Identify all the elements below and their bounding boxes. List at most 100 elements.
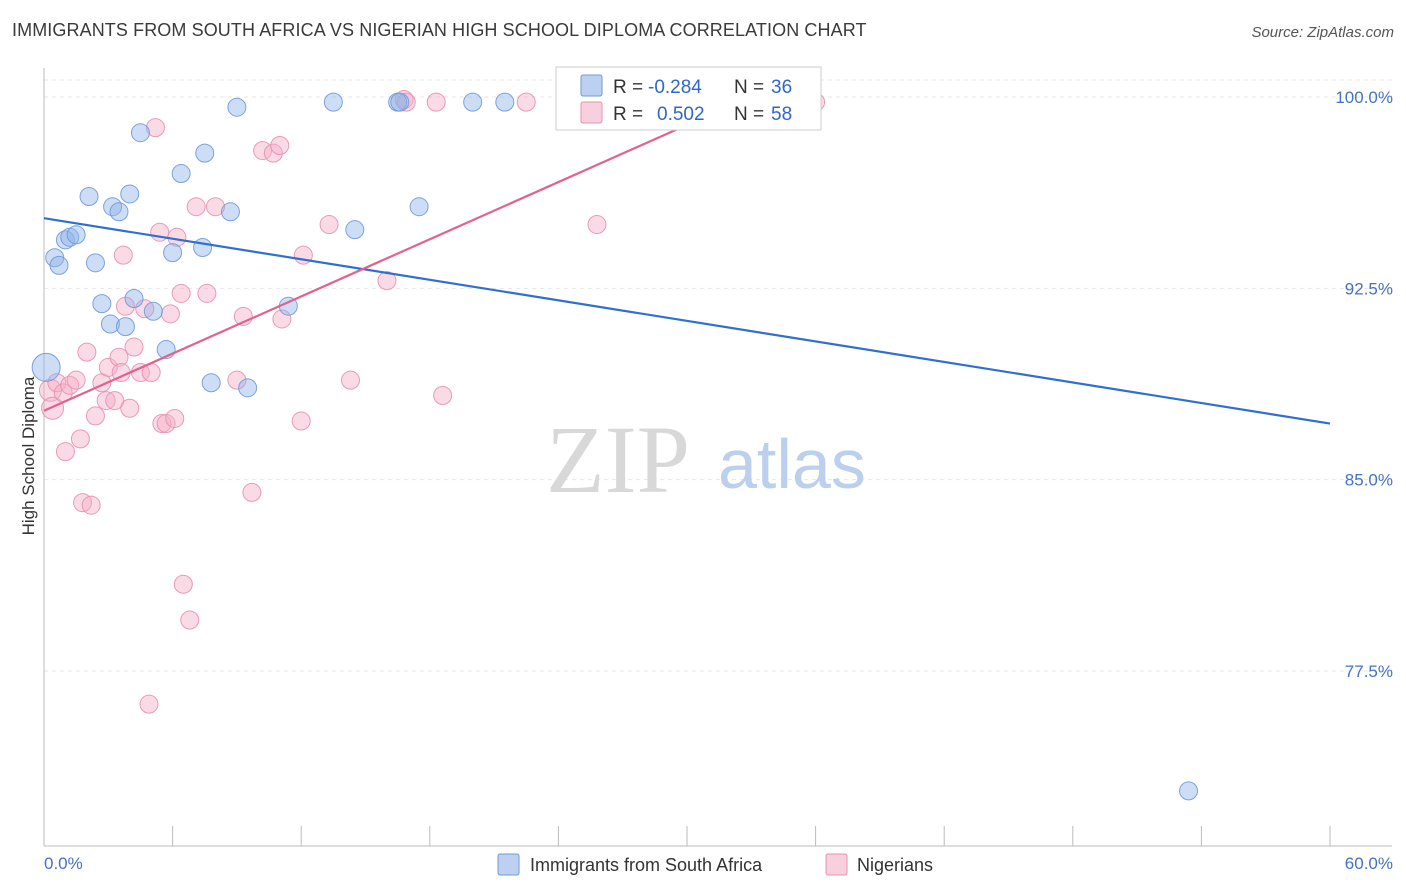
watermark-zip: ZIP — [546, 406, 690, 513]
gridlines — [44, 79, 1392, 672]
data-point — [70, 429, 90, 449]
data-point — [390, 92, 410, 112]
legend-swatch-nigerians — [825, 853, 848, 876]
data-point — [165, 408, 185, 428]
y-tick-label: 100.0% — [1335, 88, 1393, 107]
x-tick-label-max: 60.0% — [1345, 854, 1393, 873]
data-point — [195, 143, 215, 163]
stats-r-label-nigerians: R = — [613, 104, 643, 125]
series-legend: Immigrants from South Africa Nigerians — [497, 853, 933, 876]
data-point — [109, 347, 129, 367]
stats-n-value-south-africa: 36 — [771, 77, 792, 98]
data-point — [79, 186, 99, 206]
data-point — [66, 370, 86, 390]
stats-n-value-nigerians: 58 — [771, 104, 792, 125]
trend-line-south-africa — [43, 217, 1331, 425]
data-point — [103, 197, 123, 217]
data-point — [227, 370, 247, 390]
data-point — [345, 220, 365, 240]
data-point — [186, 197, 206, 217]
y-axis-tick-labels: 100.0% 92.5% 85.0% 77.5% — [1335, 88, 1393, 681]
data-point — [60, 375, 80, 395]
watermark-atlas: atlas — [718, 425, 866, 503]
stats-r-label-south-africa: R = — [613, 77, 643, 98]
data-point — [319, 215, 339, 235]
data-point — [113, 245, 133, 265]
data-point — [516, 92, 536, 112]
data-point — [463, 92, 483, 112]
stats-n-label-nigerians: N = — [734, 104, 764, 125]
y-tick-label: 77.5% — [1345, 662, 1393, 681]
data-point — [66, 225, 86, 245]
data-point — [31, 352, 61, 382]
data-point — [124, 289, 144, 309]
data-point — [263, 143, 283, 163]
x-tick-label-min: 0.0% — [44, 854, 83, 873]
data-point — [495, 92, 515, 112]
data-point — [272, 309, 292, 329]
data-point — [193, 238, 213, 258]
data-point — [323, 92, 343, 112]
y-axis-label: High School Diploma — [19, 376, 38, 535]
data-point — [270, 135, 290, 155]
data-point — [227, 97, 247, 117]
data-point — [197, 283, 217, 303]
data-point — [340, 370, 360, 390]
data-point — [105, 391, 125, 411]
data-point — [130, 123, 150, 143]
data-point — [139, 694, 159, 714]
legend-swatch-south-africa — [497, 853, 520, 876]
data-point — [109, 202, 129, 222]
data-point — [92, 294, 112, 314]
data-point — [77, 342, 97, 362]
data-point — [81, 495, 101, 515]
watermark: ZIP atlas — [546, 406, 866, 513]
data-point — [98, 357, 118, 377]
data-point — [409, 197, 429, 217]
data-point — [160, 304, 180, 324]
data-point — [152, 414, 172, 434]
data-point — [145, 118, 165, 138]
y-tick-label: 85.0% — [1345, 471, 1393, 490]
data-point — [55, 442, 75, 462]
y-tick-label: 92.5% — [1345, 279, 1393, 298]
stats-legend: R = -0.284 N = 36 R = 0.502 N = 58 — [555, 66, 822, 131]
stats-r-value-nigerians: 0.502 — [657, 104, 705, 125]
data-point — [171, 283, 191, 303]
data-point — [205, 197, 225, 217]
data-point — [163, 243, 183, 263]
legend-label-nigerians: Nigerians — [857, 855, 933, 875]
data-point — [85, 406, 105, 426]
data-point — [124, 337, 144, 357]
data-point — [120, 398, 140, 418]
data-point — [173, 574, 193, 594]
series-south-africa-points — [31, 92, 1199, 801]
data-point — [238, 378, 258, 398]
data-point — [291, 411, 311, 431]
series-nigerians-points — [38, 90, 826, 714]
data-point — [180, 610, 200, 630]
data-point — [201, 373, 221, 393]
data-point — [171, 164, 191, 184]
trend-line-nigerians — [43, 85, 774, 412]
data-point — [85, 253, 105, 273]
x-axis-ticks — [172, 826, 1331, 846]
data-point — [49, 255, 69, 275]
legend-label-south-africa: Immigrants from South Africa — [530, 855, 763, 875]
data-point — [587, 215, 607, 235]
stats-n-label-south-africa: N = — [734, 77, 764, 98]
data-point — [433, 385, 453, 405]
data-point — [377, 271, 397, 291]
data-point — [115, 317, 135, 337]
data-point — [100, 314, 120, 334]
data-point — [120, 184, 140, 204]
data-point — [220, 202, 240, 222]
axes — [43, 68, 1392, 847]
source-credit: Source: ZipAtlas.com — [1251, 24, 1394, 41]
chart-title: IMMIGRANTS FROM SOUTH AFRICA VS NIGERIAN… — [12, 20, 867, 40]
stats-r-value-south-africa: -0.284 — [648, 77, 702, 98]
data-point — [242, 482, 262, 502]
stats-legend-swatch-nigerians — [580, 101, 603, 124]
data-point — [1179, 781, 1199, 801]
